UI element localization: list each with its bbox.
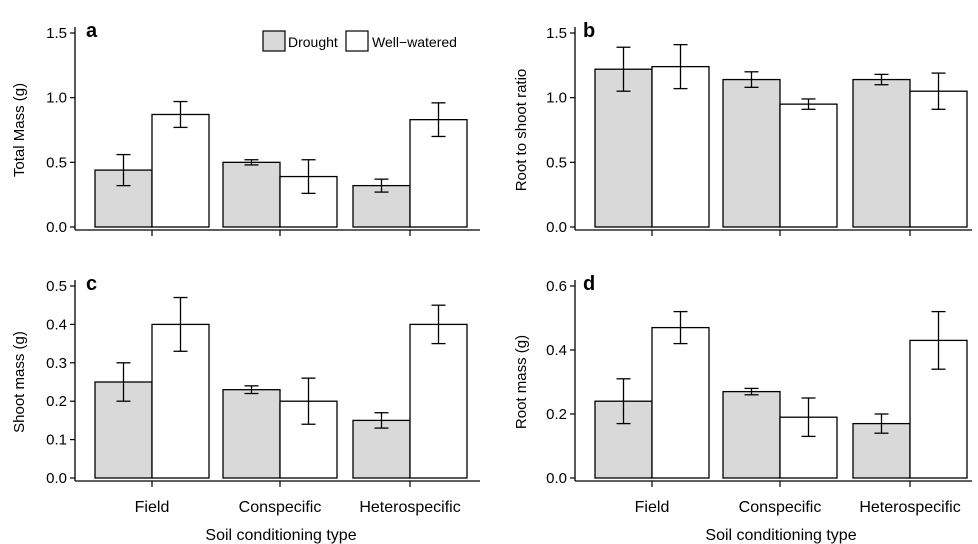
- x-axis-label: Soil conditioning type: [205, 527, 356, 544]
- legend-label-well-watered: Well−watered: [372, 34, 457, 50]
- panel-b: b Root to shoot ratio 0.0 0.5 1.0 1.5: [513, 20, 972, 236]
- panel-letter: d: [583, 273, 595, 295]
- y-tick-label: 0.2: [46, 393, 67, 410]
- y-tick-label: 0.5: [546, 154, 567, 171]
- x-axis-label: Soil conditioning type: [705, 527, 856, 544]
- panel-letter: b: [583, 20, 595, 42]
- bar-drought: [722, 390, 781, 479]
- bar-drought: [722, 78, 781, 228]
- bar-well-watered: [651, 65, 710, 228]
- y-tick-label: 0.0: [46, 219, 67, 236]
- y-tick-label: 0.5: [46, 154, 67, 171]
- panel-letter: c: [86, 273, 97, 295]
- y-tick-label: 1.5: [546, 25, 567, 42]
- bar-well-watered: [909, 90, 968, 228]
- x-tick-label: Conspecific: [739, 499, 822, 516]
- y-tick-label: 0.1: [46, 432, 67, 449]
- y-tick-label: 0.0: [546, 219, 567, 236]
- y-tick-label: 0.4: [546, 342, 567, 359]
- y-axis-label: Total Mass (g): [11, 83, 28, 177]
- bar-drought: [352, 419, 411, 479]
- y-tick-label: 0.0: [546, 470, 567, 487]
- bar-well-watered: [409, 119, 468, 228]
- panel-c: c Shoot mass (g) 0.0 0.1 0.2 0.3 0.4 0.5 Field Co…: [11, 273, 480, 544]
- x-tick-label: Field: [635, 499, 670, 516]
- y-tick-label: 0.3: [46, 355, 67, 372]
- legend-swatch-drought: [262, 30, 286, 52]
- x-tick-label: Heterospecific: [359, 499, 460, 516]
- y-axis-label: Root mass (g): [513, 335, 530, 429]
- y-tick-label: 0.2: [546, 406, 567, 423]
- legend-label-drought: Drought: [288, 34, 338, 50]
- y-axis-label: Shoot mass (g): [11, 331, 28, 433]
- panel-letter: a: [86, 20, 98, 42]
- y-tick-label: 1.5: [46, 25, 67, 42]
- bar-drought: [594, 68, 653, 228]
- y-tick-label: 0.5: [46, 278, 67, 295]
- y-tick-label: 0.4: [46, 316, 67, 333]
- x-tick-label: Heterospecific: [859, 499, 960, 516]
- bar-drought: [222, 161, 281, 228]
- x-tick-label: Conspecific: [239, 499, 322, 516]
- y-tick-label: 0.0: [46, 470, 67, 487]
- bar-drought: [222, 389, 281, 479]
- panel-a: a Total Mass (g) 0.0 0.5 1.0 1.5: [11, 20, 480, 236]
- bar-well-watered: [779, 103, 838, 228]
- x-tick-label: Field: [135, 499, 170, 516]
- bar-well-watered: [151, 113, 210, 228]
- y-axis-label: Root to shoot ratio: [513, 69, 530, 192]
- y-tick-label: 1.0: [46, 90, 67, 107]
- bar-drought: [852, 78, 911, 228]
- chart-legend: Drought Well−watered: [262, 30, 457, 52]
- legend-swatch-well-watered: [345, 30, 369, 52]
- bar-well-watered: [651, 326, 710, 479]
- bar-well-watered: [409, 323, 468, 479]
- y-tick-label: 1.0: [546, 90, 567, 107]
- y-tick-label: 0.6: [546, 278, 567, 295]
- panel-d: d Root mass (g) 0.0 0.2 0.4 0.6 Field Conspecif…: [513, 273, 972, 544]
